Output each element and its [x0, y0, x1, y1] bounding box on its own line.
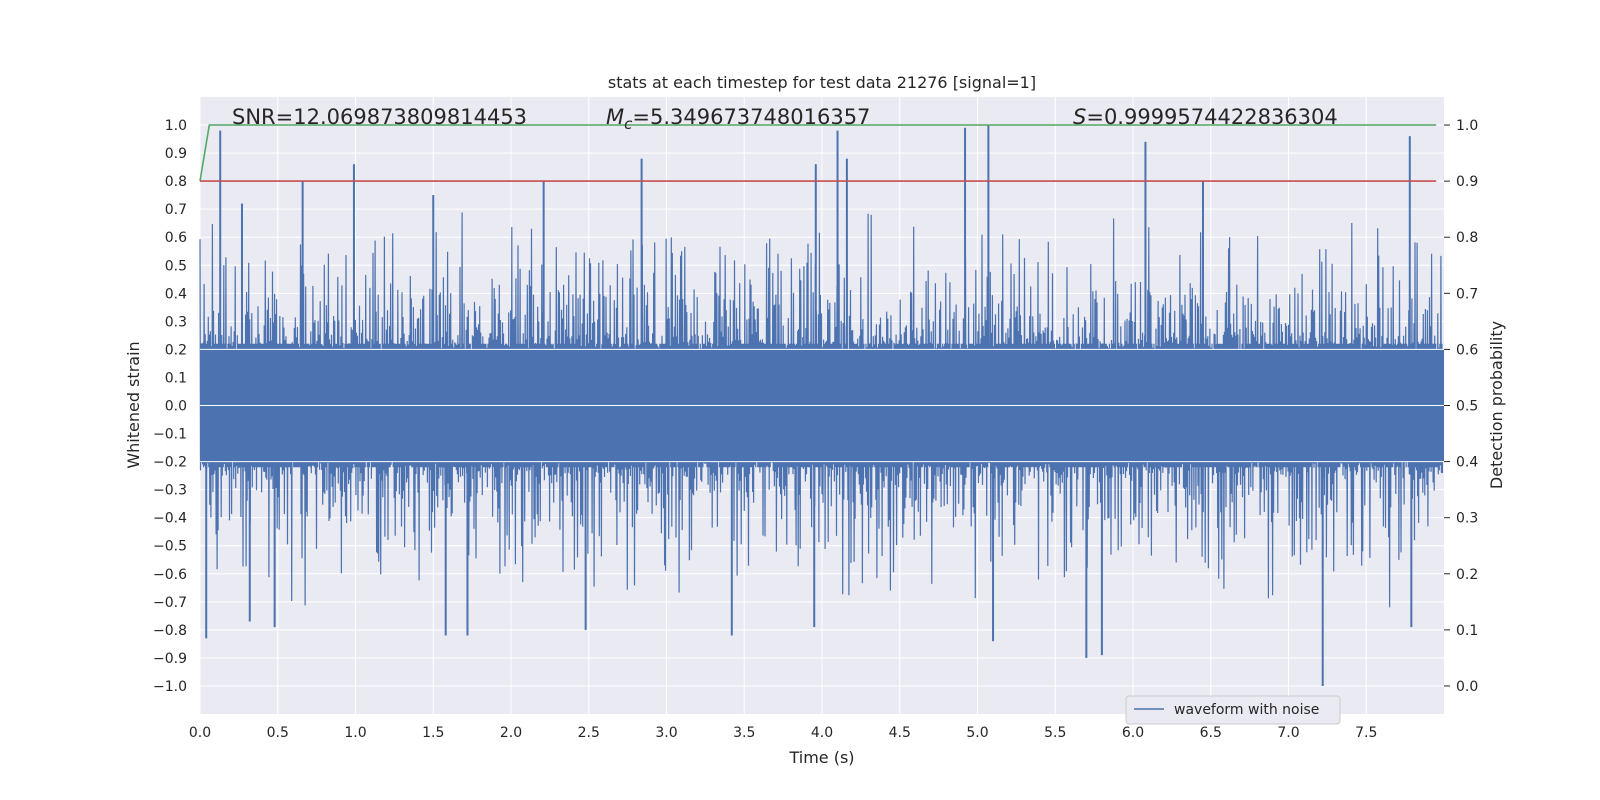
y-tick-label: 0.2	[165, 342, 187, 358]
score-value: =0.9999574422836304	[1086, 105, 1337, 129]
y2-tick-labels: 1.0 0.9 0.8 0.7 0.6 0.5 0.4 0.3 0.2 0.1 0.0	[1444, 118, 1478, 695]
legend-label: waveform with noise	[1174, 702, 1319, 718]
chirp-mass-symbol: M	[606, 105, 624, 129]
chirp-mass-value: =5.349673748016357	[632, 105, 870, 129]
x-tick-label: 6.5	[1200, 725, 1222, 741]
x-tick-label: 4.5	[889, 725, 911, 741]
y-tick-label: 0.9	[165, 146, 187, 162]
x-tick-label: 7.5	[1355, 725, 1377, 741]
y-tick-label: −1.0	[153, 679, 187, 695]
y2-tick-label: 0.3	[1456, 511, 1478, 527]
x-tick-label: 5.0	[966, 725, 988, 741]
y-tick-label: 0.6	[165, 230, 187, 246]
y2-axis-label: Detection probability	[1487, 321, 1506, 489]
y2-tick-label: 0.0	[1456, 679, 1478, 695]
y2-tick-label: 0.9	[1456, 174, 1478, 190]
y2-tick-label: 1.0	[1456, 118, 1478, 134]
y2-tick-label: 0.1	[1456, 623, 1478, 639]
y-tick-label: 0.8	[165, 174, 187, 190]
x-tick-label: 3.5	[733, 725, 755, 741]
snr-annotation: SNR=12.069873809814453	[232, 105, 527, 129]
y-tick-label: −0.5	[153, 539, 187, 555]
y-tick-label: 0.3	[165, 314, 187, 330]
y-tick-label: 0.7	[165, 202, 187, 218]
score-annotation: S=0.9999574422836304	[1073, 105, 1338, 129]
y-tick-label: −0.7	[153, 595, 187, 611]
y2-tick-label: 0.7	[1456, 286, 1478, 302]
series-layer	[199, 124, 1444, 687]
chirp-mass-annotation: Mc=5.349673748016357	[606, 105, 870, 133]
x-tick-label: 7.0	[1277, 725, 1299, 741]
x-tick-label: 0.0	[189, 725, 211, 741]
y-tick-label: −0.6	[153, 567, 187, 583]
x-tick-label: 2.5	[578, 725, 600, 741]
y-tick-label: 0.1	[165, 370, 187, 386]
y-tick-label: 0.4	[165, 286, 187, 302]
x-tick-label: 6.0	[1122, 725, 1144, 741]
y-tick-label: −0.9	[153, 651, 187, 667]
x-tick-label: 1.0	[344, 725, 366, 741]
legend-box	[1125, 695, 1341, 725]
y2-tick-label: 0.6	[1456, 342, 1478, 358]
y2-tick-label: 0.2	[1456, 567, 1478, 583]
x-tick-labels: 0.0 0.5 1.0 1.5 2.0 2.5 3.0 3.5 4.0 4.5 5.0 5.5 6.0 6…	[189, 725, 1378, 741]
y-tick-label: −0.1	[153, 427, 187, 443]
legend: waveform with noise	[1125, 695, 1341, 725]
score-symbol: S	[1073, 105, 1086, 129]
y-tick-label: −0.3	[153, 483, 187, 499]
x-axis-label: Time (s)	[788, 748, 854, 767]
chart-title: stats at each timestep for test data 212…	[608, 73, 1036, 92]
y-tick-label: −0.2	[153, 455, 187, 471]
x-tick-label: 3.0	[655, 725, 677, 741]
x-tick-label: 2.0	[500, 725, 522, 741]
x-tick-label: 1.5	[422, 725, 444, 741]
y-tick-label: 0.5	[165, 258, 187, 274]
x-tick-label: 0.5	[267, 725, 289, 741]
y-tick-label: 0.0	[165, 399, 187, 415]
x-tick-label: 4.0	[811, 725, 833, 741]
y-tick-label: 1.0	[165, 118, 187, 134]
y-tick-labels: 1.0 0.9 0.8 0.7 0.6 0.5 0.4 0.3 0.2 0.1 0.0 −0.1 −0.…	[153, 118, 187, 695]
chirp-mass-subscript: c	[624, 115, 633, 133]
y-tick-label: −0.8	[153, 623, 187, 639]
y-axis-label: Whitened strain	[124, 341, 143, 468]
y2-tick-label: 0.4	[1456, 455, 1478, 471]
y-tick-label: −0.4	[153, 511, 187, 527]
detection-probability-line	[199, 124, 1437, 182]
y2-tick-label: 0.5	[1456, 399, 1478, 415]
y2-tick-label: 0.8	[1456, 230, 1478, 246]
x-tick-label: 5.5	[1044, 725, 1066, 741]
